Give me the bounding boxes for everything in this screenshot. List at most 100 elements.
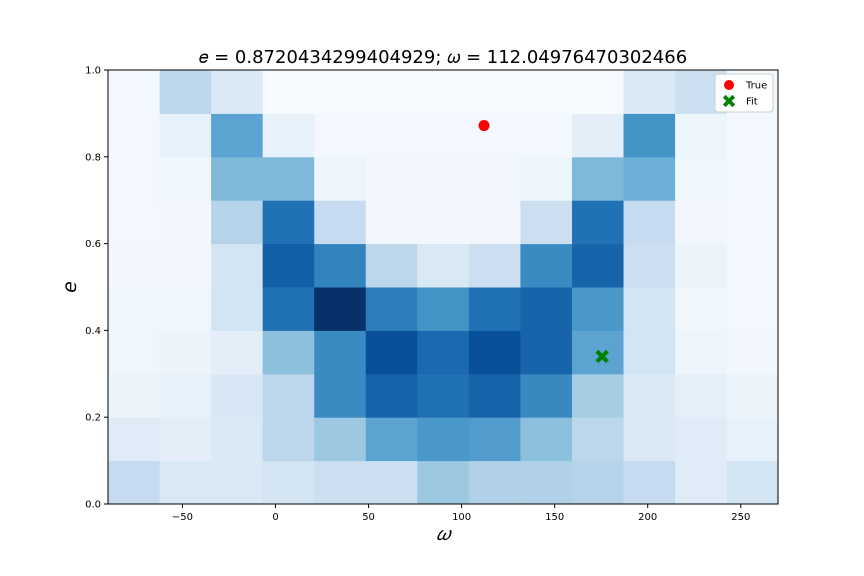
data-markers [478, 120, 609, 364]
heatmap-cell [726, 243, 779, 288]
x-tick-label: 50 [362, 512, 375, 523]
heatmap-cell [571, 200, 625, 245]
heatmap-cell [726, 330, 779, 375]
heatmap-cell [262, 417, 315, 462]
x-tick-label: 0 [272, 512, 278, 523]
heatmap-cell [675, 113, 728, 158]
heatmap-cell [211, 373, 264, 418]
heatmap-cell [365, 243, 418, 288]
heatmap-cell [623, 460, 676, 505]
plot-frame [107, 69, 779, 505]
heatmap-cell [211, 417, 264, 462]
heatmap-cell [520, 417, 573, 462]
heatmap-cell [211, 70, 264, 114]
heatmap-cell [108, 156, 161, 201]
heatmap-cell [623, 417, 676, 462]
heatmap-cell [365, 200, 418, 245]
heatmap-cell [623, 243, 676, 288]
heatmap-cell [417, 156, 470, 201]
y-tick-label: 0.6 [85, 239, 101, 250]
heatmap-cell [726, 200, 779, 245]
heatmap-cell [726, 417, 779, 462]
heatmap-cells [108, 70, 779, 505]
heatmap-cell [675, 417, 728, 462]
heatmap-cell [675, 373, 728, 418]
heatmap-cell [417, 460, 470, 505]
x-axis: −50 0 50 100 150 200 250 [172, 504, 750, 523]
heatmap-cell [314, 200, 367, 245]
chart-title: 𝑒 = 0.8720434299404929; 𝜔 = 112.04976470… [199, 47, 687, 68]
heatmap-cell [417, 200, 470, 245]
heatmap-cell [468, 330, 521, 375]
heatmap-cell [262, 243, 315, 288]
heatmap-cell [159, 417, 212, 462]
heatmap-cell [211, 330, 264, 375]
marker-fit [595, 349, 609, 364]
heatmap-cell [417, 70, 470, 114]
y-tick-label: 0.4 [85, 326, 101, 337]
heatmap-cell [159, 243, 212, 288]
heatmap-cell [314, 373, 367, 418]
x-tick-label: −50 [172, 512, 193, 523]
heatmap-cell [417, 243, 470, 288]
heatmap-cell [726, 156, 779, 201]
heatmap-cell [571, 373, 625, 418]
heatmap-cell [675, 460, 728, 505]
y-tick-label: 1.0 [85, 66, 101, 77]
heatmap-cell [108, 243, 161, 288]
heatmap-cell [571, 460, 625, 505]
heatmap-cell [262, 330, 315, 375]
y-axis: 0.0 0.2 0.4 0.6 0.8 1.0 [85, 66, 108, 511]
heatmap-cell [108, 417, 161, 462]
heatmap-cell [159, 70, 212, 114]
x-tick-label: 100 [452, 512, 471, 523]
heatmap-cell [365, 373, 418, 418]
x-tick-label: 250 [731, 512, 750, 523]
heatmap-cell [675, 200, 728, 245]
heatmap-cell [262, 113, 315, 158]
heatmap-cell [108, 373, 161, 418]
heatmap-cell [314, 243, 367, 288]
heatmap-cell [675, 330, 728, 375]
heatmap-cell [108, 287, 161, 331]
heatmap-cell [262, 287, 315, 331]
heatmap-cell [417, 330, 470, 375]
heatmap-cell [108, 330, 161, 375]
heatmap-cell [108, 200, 161, 245]
heatmap-cell [417, 373, 470, 418]
heatmap-cell [468, 417, 521, 462]
heatmap-cell [417, 113, 470, 158]
heatmap-cell [314, 460, 367, 505]
legend: True Fit [714, 73, 774, 113]
heatmap-cell [365, 330, 418, 375]
heatmap-cell [675, 243, 728, 288]
heatmap-cell [520, 243, 573, 288]
heatmap-cell [314, 113, 367, 158]
heatmap-cell [314, 417, 367, 462]
heatmap-cell [108, 70, 161, 114]
heatmap-cell [468, 460, 521, 505]
heatmap-cell [159, 460, 212, 505]
heatmap-cell [520, 373, 573, 418]
heatmap-cell [623, 200, 676, 245]
legend-marker-true [724, 80, 734, 90]
heatmap-cell [262, 460, 315, 505]
heatmap-cell [211, 287, 264, 331]
heatmap-cell [571, 113, 625, 158]
x-axis-label: 𝜔 [436, 523, 452, 545]
heatmap-cell [365, 417, 418, 462]
heatmap-cell [159, 287, 212, 331]
heatmap-cell [262, 70, 315, 114]
heatmap-cell [314, 70, 367, 114]
heatmap-cell [262, 373, 315, 418]
x-tick-label: 200 [638, 512, 657, 523]
heatmap-cell [468, 113, 521, 158]
heatmap-cell [520, 330, 573, 375]
heatmap-cell [262, 156, 315, 201]
heatmap-cell [365, 70, 418, 114]
marker-true [478, 120, 490, 132]
heatmap-cell [468, 287, 521, 331]
heatmap-cell [108, 460, 161, 505]
heatmap-cell [262, 200, 315, 245]
y-tick-label: 0.8 [85, 152, 101, 163]
